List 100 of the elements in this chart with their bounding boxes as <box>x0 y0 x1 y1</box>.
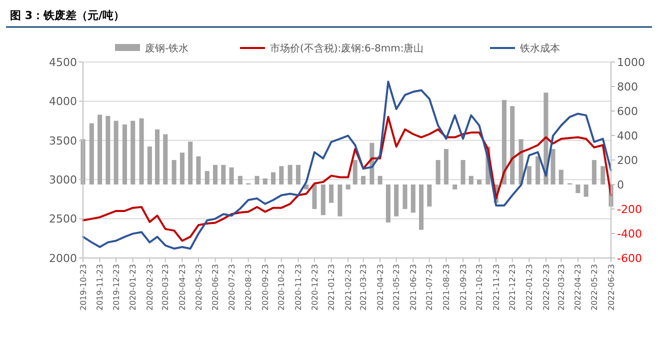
x-tick-label: 2021-03-23 <box>359 264 368 310</box>
x-tick-label: 2021-09-23 <box>458 264 468 310</box>
y2-tick-label: -200 <box>617 202 642 216</box>
bar <box>592 160 596 184</box>
chart-title: 图 3：铁废差（元/吨） <box>10 9 125 22</box>
x-tick-label: 2022-03-23 <box>556 264 566 310</box>
bar <box>427 184 432 207</box>
bar <box>550 148 556 184</box>
x-tick-label: 2020-11-23 <box>294 264 304 310</box>
x-tick-label: 2020-06-23 <box>211 264 220 310</box>
bar <box>444 148 448 184</box>
bar <box>378 176 382 184</box>
bar <box>320 184 326 216</box>
x-tick-label: 2020-05-23 <box>194 264 204 310</box>
x-tick-label: 2021-10-23 <box>475 264 484 310</box>
bar <box>312 184 317 209</box>
bar <box>188 142 193 184</box>
bar <box>130 120 136 184</box>
x-tick-label: 2022-01-23 <box>524 264 534 310</box>
x-tick-label: 2020-10-23 <box>277 264 286 310</box>
x-tick-label: 2020-01-23 <box>128 264 138 310</box>
line-series <box>82 80 612 250</box>
x-tick-label: 2020-12-23 <box>310 264 320 310</box>
bar <box>114 120 118 184</box>
bar <box>221 164 226 184</box>
bar <box>452 184 458 190</box>
line-series <box>82 116 612 242</box>
x-tick-label: 2020-09-23 <box>260 264 270 310</box>
bar <box>394 184 399 216</box>
bar <box>279 166 284 184</box>
bar <box>262 178 268 184</box>
y-tick-label: 3500 <box>49 134 77 148</box>
bar <box>155 129 160 184</box>
x-tick-label: 2021-02-23 <box>344 264 353 310</box>
legend-label: 废钢-铁水 <box>145 42 189 54</box>
y2-tick-label: -400 <box>617 227 642 240</box>
bar <box>502 100 506 184</box>
bar <box>180 152 184 184</box>
x-tick-label: 2021-12-23 <box>508 264 518 310</box>
y2-tick-label: 1000 <box>617 56 645 69</box>
x-tick-label: 2021-08-23 <box>442 264 452 310</box>
bar <box>600 166 606 184</box>
bar <box>410 184 416 213</box>
bar <box>122 124 128 184</box>
bar <box>477 180 482 184</box>
bar <box>238 176 242 184</box>
bar <box>106 116 110 184</box>
x-tick-label: 2021-11-23 <box>492 264 501 310</box>
bar <box>346 184 350 190</box>
bar <box>296 164 300 184</box>
bar <box>213 164 218 184</box>
y-tick-label: 4000 <box>49 95 77 108</box>
bar <box>329 184 334 203</box>
y-tick-label: 4500 <box>49 56 77 69</box>
bar <box>288 164 292 184</box>
bar <box>558 170 564 184</box>
y-tick-label: 2500 <box>49 212 77 226</box>
x-tick-label: 2021-04-23 <box>376 264 385 310</box>
bar <box>584 184 588 197</box>
x-tick-label: 2019-12-23 <box>112 264 121 310</box>
bar <box>98 114 102 184</box>
bar <box>510 106 515 184</box>
x-tick-label: 2019-10-23 <box>78 264 88 310</box>
bar <box>147 146 152 184</box>
x-tick-label: 2022-05-23 <box>590 264 599 310</box>
x-tick-label: 2021-06-23 <box>408 264 418 310</box>
x-tick-label: 2020-02-23 <box>145 264 154 310</box>
bar <box>172 160 176 184</box>
x-tick-label: 2020-08-23 <box>244 264 254 310</box>
y2-tick-label: 0 <box>617 178 624 192</box>
y2-tick-label: 200 <box>617 154 638 167</box>
x-tick-label: 2022-02-23 <box>542 264 551 310</box>
x-tick-label: 2019-11-23 <box>96 264 105 310</box>
bar <box>576 184 580 194</box>
x-tick-label: 2021-01-23 <box>327 264 336 310</box>
bar <box>360 176 366 184</box>
y-tick-label: 3000 <box>49 173 77 186</box>
bar <box>419 184 424 230</box>
x-tick-label: 2022-04-23 <box>574 264 583 310</box>
bar <box>536 156 540 184</box>
x-tick-label: 2020-03-23 <box>161 264 170 310</box>
y2-tick-label: 400 <box>617 129 638 142</box>
y2-tick-label: 600 <box>617 104 638 118</box>
bar <box>254 176 260 184</box>
bar <box>139 118 144 184</box>
x-tick-label: 2021-05-23 <box>392 264 402 310</box>
bar <box>163 134 168 184</box>
bar <box>352 160 358 184</box>
bar <box>402 184 408 209</box>
bar <box>271 172 276 184</box>
bar <box>460 160 466 184</box>
bar <box>196 156 201 184</box>
bar <box>468 176 474 184</box>
bar <box>338 184 342 216</box>
x-tick-label: 2021-07-23 <box>425 264 434 310</box>
x-tick-label: 2022-06-23 <box>606 264 616 310</box>
x-tick-label: 2020-04-23 <box>178 264 188 310</box>
y-tick-label: 2000 <box>49 252 77 265</box>
bar <box>204 171 210 184</box>
y2-tick-label: 800 <box>617 80 638 94</box>
